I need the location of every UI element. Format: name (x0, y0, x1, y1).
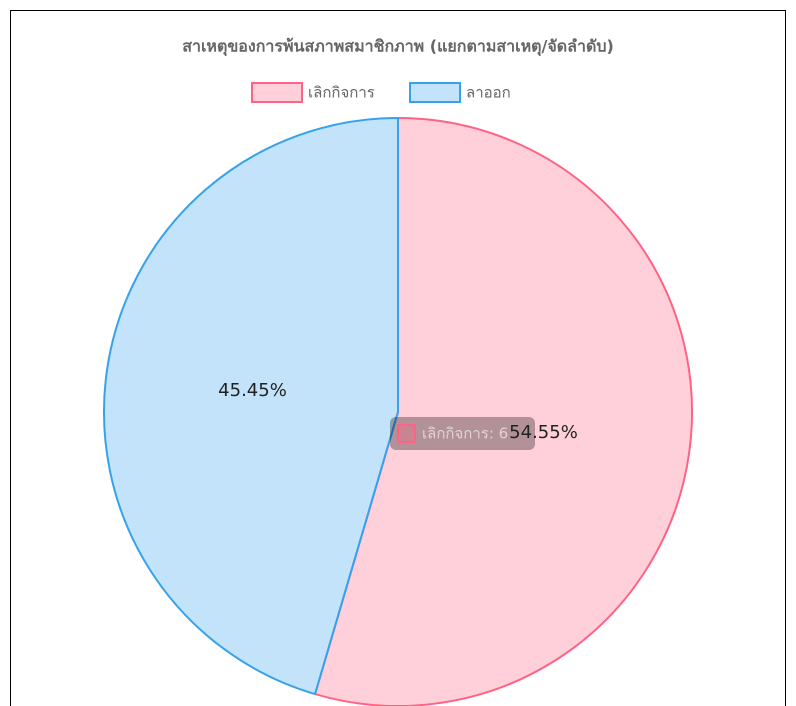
frame (10, 10, 786, 706)
legend-swatch (251, 82, 303, 103)
legend-label: ลาออก (466, 84, 511, 102)
data-label: 45.45% (218, 380, 287, 401)
pie-slice (313, 116, 693, 706)
tooltip-swatch (397, 424, 416, 443)
pie-slice (103, 116, 399, 696)
tooltip: เลิกกิจการ: 6 (390, 417, 535, 450)
tooltip-box (390, 417, 535, 450)
tooltip-text: เลิกกิจการ: 6 (422, 425, 508, 443)
legend-swatch (409, 82, 461, 103)
legend-label: เลิกกิจการ (308, 84, 375, 102)
data-label: 54.55% (509, 422, 578, 443)
chart-title: สาเหตุของการพ้นสภาพสมาชิกภาพ (แยกตามสาเห… (182, 37, 614, 57)
